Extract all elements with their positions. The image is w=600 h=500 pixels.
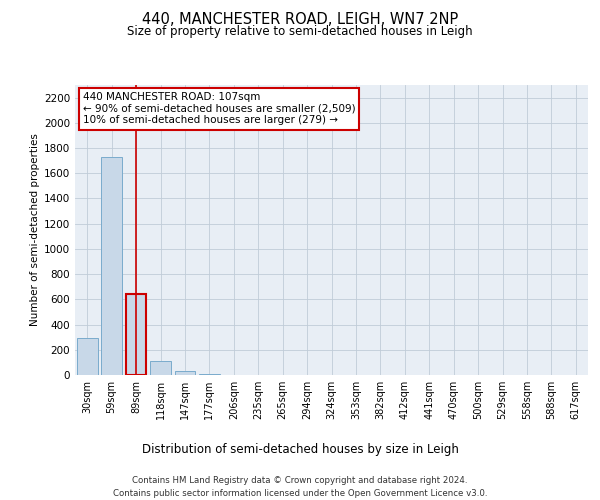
Bar <box>150 361 171 375</box>
Bar <box>199 374 220 375</box>
Text: 440 MANCHESTER ROAD: 107sqm
← 90% of semi-detached houses are smaller (2,509)
10: 440 MANCHESTER ROAD: 107sqm ← 90% of sem… <box>83 92 355 126</box>
Text: Size of property relative to semi-detached houses in Leigh: Size of property relative to semi-detach… <box>127 25 473 38</box>
Text: Contains HM Land Registry data © Crown copyright and database right 2024.: Contains HM Land Registry data © Crown c… <box>132 476 468 485</box>
Bar <box>101 157 122 375</box>
Bar <box>77 338 98 375</box>
Text: Contains public sector information licensed under the Open Government Licence v3: Contains public sector information licen… <box>113 489 487 498</box>
Y-axis label: Number of semi-detached properties: Number of semi-detached properties <box>30 134 40 326</box>
Text: Distribution of semi-detached houses by size in Leigh: Distribution of semi-detached houses by … <box>142 442 458 456</box>
Text: 440, MANCHESTER ROAD, LEIGH, WN7 2NP: 440, MANCHESTER ROAD, LEIGH, WN7 2NP <box>142 12 458 28</box>
Bar <box>125 294 146 375</box>
Bar <box>175 371 196 375</box>
